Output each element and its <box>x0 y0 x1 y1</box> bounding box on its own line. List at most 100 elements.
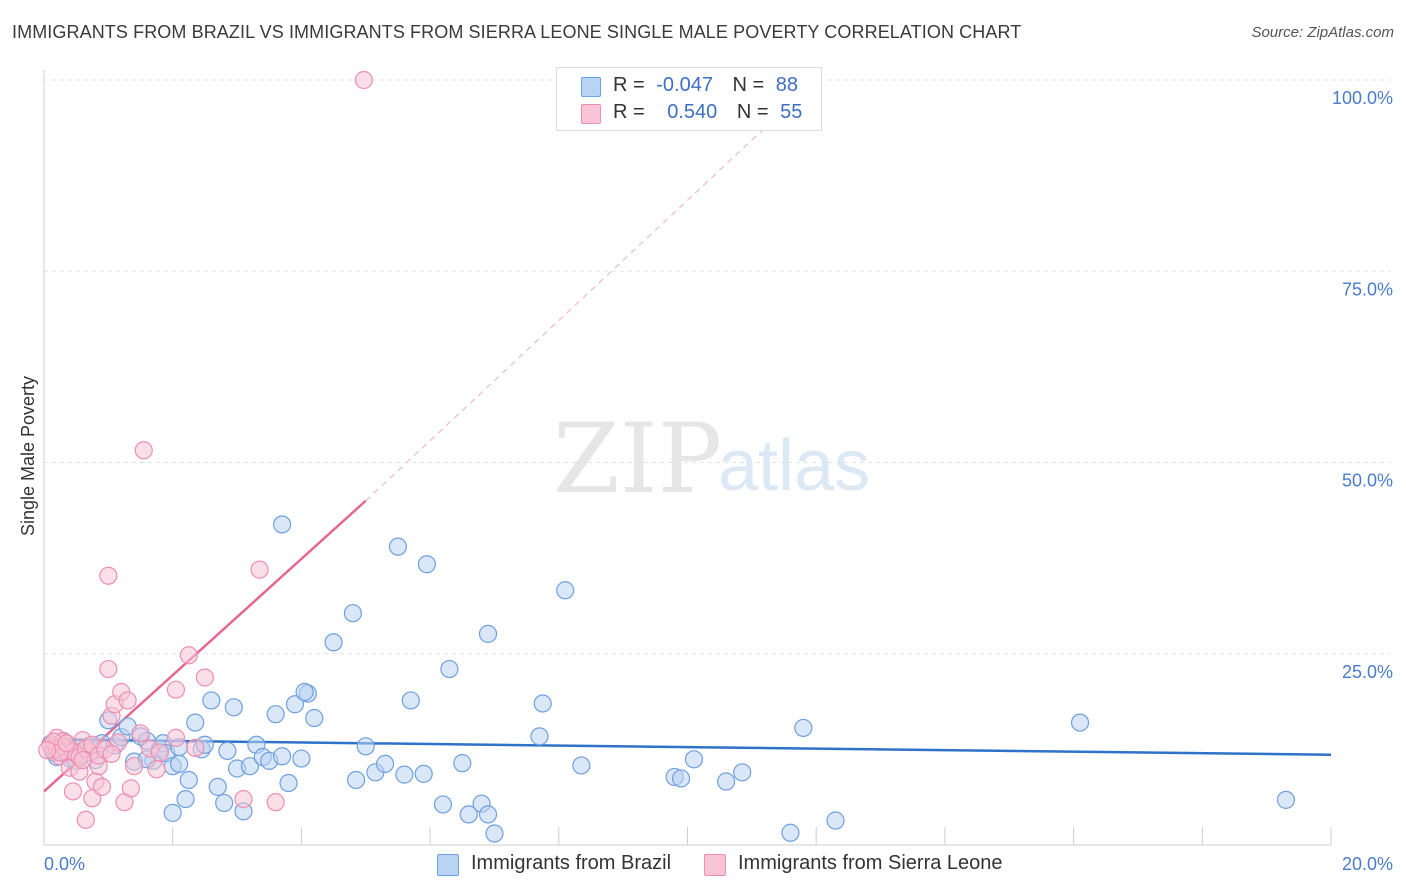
data-point-sierra-leone-11 <box>76 810 95 829</box>
data-point-sierra-leone-35 <box>186 738 205 757</box>
y-tick-label-2: 75.0% <box>1342 279 1393 299</box>
legend-r-label: R = <box>613 74 645 96</box>
data-point-brazil-26 <box>163 803 182 822</box>
y-tick-label-3: 100.0% <box>1332 88 1393 108</box>
data-point-brazil-57 <box>395 765 414 784</box>
data-point-sierra-leone-29 <box>147 760 166 779</box>
data-point-brazil-66 <box>485 824 504 843</box>
data-point-brazil-27 <box>170 754 189 774</box>
series-brazil-points <box>41 515 1296 843</box>
data-point-brazil-28 <box>176 789 195 809</box>
legend-r-value: 0.540 <box>667 101 718 123</box>
data-point-brazil-53 <box>346 770 366 790</box>
data-point-brazil-60 <box>433 795 453 814</box>
stats-legend: R = -0.047 N = 88 R = 0.540 N = 55 <box>556 67 822 131</box>
data-point-brazil-40 <box>240 757 260 776</box>
data-point-brazil-61 <box>440 659 459 679</box>
series-legend-label-sierra-leone: Immigrants from Sierra Leone <box>738 852 1003 874</box>
data-point-brazil-76 <box>781 823 800 842</box>
legend-n-value: 55 <box>780 101 803 123</box>
data-point-brazil-29 <box>179 770 198 790</box>
data-point-brazil-70 <box>572 756 591 775</box>
data-point-sierra-leone-27 <box>134 441 153 460</box>
watermark-zip: ZIP <box>553 403 722 515</box>
data-point-brazil-54 <box>356 737 375 756</box>
series-legend: Immigrants from Brazil Immigrants from S… <box>0 851 1406 879</box>
data-point-brazil-30 <box>186 713 205 732</box>
data-point-brazil-74 <box>717 772 736 791</box>
data-point-brazil-48 <box>292 749 311 768</box>
y-axis-label: Single Male Poverty <box>18 376 38 536</box>
data-point-brazil-67 <box>530 727 549 746</box>
watermark-atlas: atlas <box>718 426 870 506</box>
legend-n-value: 88 <box>775 74 799 96</box>
grid-lines <box>44 79 1391 655</box>
axis-ticks: 25.0% 50.0% 75.0% 100.0% 0.0% 20.0% <box>44 88 1393 874</box>
data-point-brazil-73 <box>684 750 704 769</box>
trend-line-sierra-leone-extension <box>365 79 817 502</box>
data-point-brazil-52 <box>343 604 362 623</box>
data-point-sierra-leone-52 <box>57 734 76 753</box>
series-legend-swatch-sierra-leone <box>704 854 726 876</box>
x-tick-label-1: 20.0% <box>1342 854 1393 874</box>
x-tick-label-0: 0.0% <box>44 854 85 874</box>
data-point-sierra-leone-7 <box>63 782 83 801</box>
axes <box>43 70 1332 846</box>
data-point-sierra-leone-39 <box>354 70 373 90</box>
series-legend-label-brazil: Immigrants from Brazil <box>471 852 672 874</box>
chart-title: IMMIGRANTS FROM BRAZIL VS IMMIGRANTS FRO… <box>12 22 1022 42</box>
data-point-brazil-58 <box>401 691 420 710</box>
data-point-brazil-72 <box>671 769 691 788</box>
data-point-brazil-78 <box>826 811 845 830</box>
data-point-brazil-34 <box>208 777 227 796</box>
legend-n-label: N = <box>736 101 769 123</box>
data-point-sierra-leone-33 <box>179 646 198 665</box>
data-point-brazil-46 <box>279 773 298 793</box>
y-tick-label-0: 25.0% <box>1342 662 1393 682</box>
data-point-sierra-leone-38 <box>234 789 253 809</box>
data-point-brazil-45 <box>272 747 292 766</box>
series-sierra-leone-points <box>38 70 373 829</box>
data-point-sierra-leone-30 <box>150 743 169 762</box>
data-point-sierra-leone-31 <box>166 680 186 699</box>
data-point-sierra-leone-34 <box>195 668 214 687</box>
data-point-sierra-leone-37 <box>266 793 285 812</box>
data-point-sierra-leone-23 <box>118 691 137 710</box>
series-legend-swatch-brazil <box>437 854 459 876</box>
data-point-brazil-37 <box>224 698 243 717</box>
legend-swatch-sierra-leone <box>581 104 601 124</box>
data-point-brazil-82 <box>388 537 408 556</box>
data-point-brazil-79 <box>1070 713 1090 732</box>
data-point-sierra-leone-24 <box>121 779 140 798</box>
data-point-brazil-65 <box>478 805 498 824</box>
data-point-brazil-75 <box>733 763 752 782</box>
data-point-brazil-69 <box>556 581 575 600</box>
data-point-sierra-leone-25 <box>124 757 144 776</box>
data-point-brazil-59 <box>414 764 433 783</box>
data-point-brazil-47 <box>285 695 305 714</box>
data-point-sierra-leone-16 <box>92 777 112 796</box>
data-point-brazil-80 <box>1276 790 1296 809</box>
data-point-sierra-leone-54 <box>73 750 92 770</box>
watermark: ZIP atlas <box>553 403 870 515</box>
data-point-sierra-leone-40 <box>99 566 118 585</box>
data-point-brazil-83 <box>417 555 436 574</box>
data-point-brazil-63 <box>459 805 478 824</box>
data-point-brazil-62 <box>453 754 472 773</box>
legend-r-value: -0.047 <box>656 74 713 96</box>
data-point-brazil-36 <box>218 741 237 761</box>
data-point-sierra-leone-53 <box>38 741 57 760</box>
data-point-brazil-85 <box>295 682 314 702</box>
data-point-brazil-33 <box>202 691 221 710</box>
data-point-brazil-50 <box>305 708 324 728</box>
data-point-brazil-56 <box>375 754 395 774</box>
data-point-brazil-35 <box>215 793 234 813</box>
y-tick-label-1: 50.0% <box>1342 471 1393 491</box>
data-point-brazil-77 <box>794 718 813 738</box>
data-point-brazil-44 <box>266 705 285 724</box>
data-point-brazil-68 <box>533 694 552 713</box>
data-point-sierra-leone-49 <box>102 744 121 764</box>
legend-r-label: R = <box>613 101 645 123</box>
source-label: Source: ZipAtlas.com <box>1251 24 1394 41</box>
